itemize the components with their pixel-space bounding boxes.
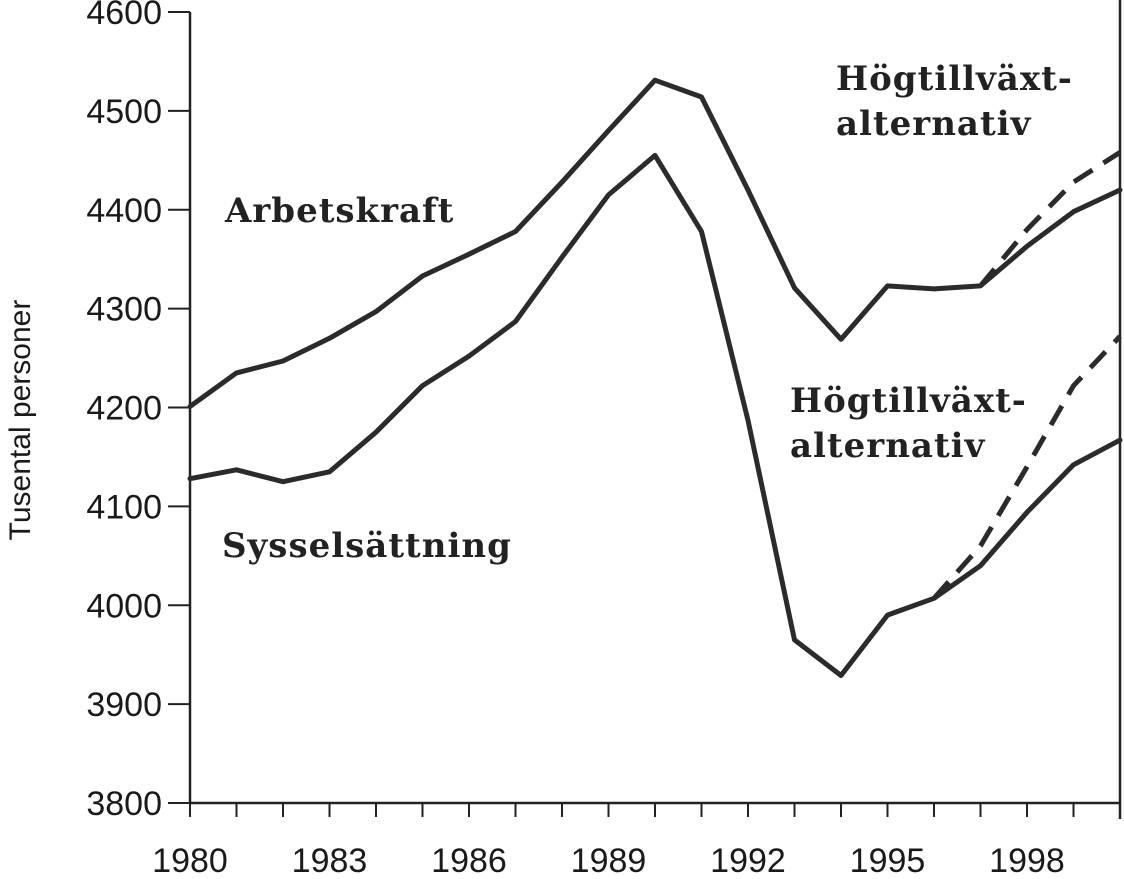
annotation-hogtillvaxt-lower-line2: alternativ [790,426,986,466]
x-tick-label: 1980 [152,842,228,879]
y-tick-label: 3900 [86,686,162,724]
y-tick-label: 4100 [86,488,162,526]
y-tick-label: 3800 [86,785,162,823]
annotation-arbetskraft: Arbetskraft [224,191,454,231]
annotation-hogtillvaxt-lower-line1: Högtillväxt- [790,381,1027,421]
series-line-0 [187,77,1123,409]
y-ticks: 3800 3900 4000 4100 4200 4300 4400 4500 4600 [86,0,190,823]
series-line-1 [187,152,1123,678]
x-tick-label: 1989 [571,842,647,879]
y-tick-label: 4000 [86,587,162,625]
x-tick-label: 1986 [431,842,507,879]
y-tick-label: 4300 [86,291,162,329]
annotation-sysselsattning: Sysselsättning [222,526,512,566]
series-line-3 [932,334,1122,600]
annotation-hogtillvaxt-upper-line2: alternativ [836,104,1032,144]
series-line-2 [978,150,1122,288]
y-tick-label: 4400 [86,192,162,230]
y-tick-label: 4200 [86,390,162,428]
annotation-hogtillvaxt-upper-line1: Högtillväxt- [836,59,1073,99]
x-tick-label: 1983 [292,842,368,879]
x-tick-label: 1998 [989,842,1065,879]
y-tick-label: 4500 [86,93,162,131]
x-tick-label: 1995 [850,842,926,879]
x-ticks: 1980 1983 1986 1989 1992 1995 1998 [152,803,1121,879]
y-tick-label: 4600 [86,0,162,32]
series-layer [187,77,1123,678]
x-tick-label: 1992 [710,842,786,879]
y-axis-label: Tusental personer [4,300,37,541]
